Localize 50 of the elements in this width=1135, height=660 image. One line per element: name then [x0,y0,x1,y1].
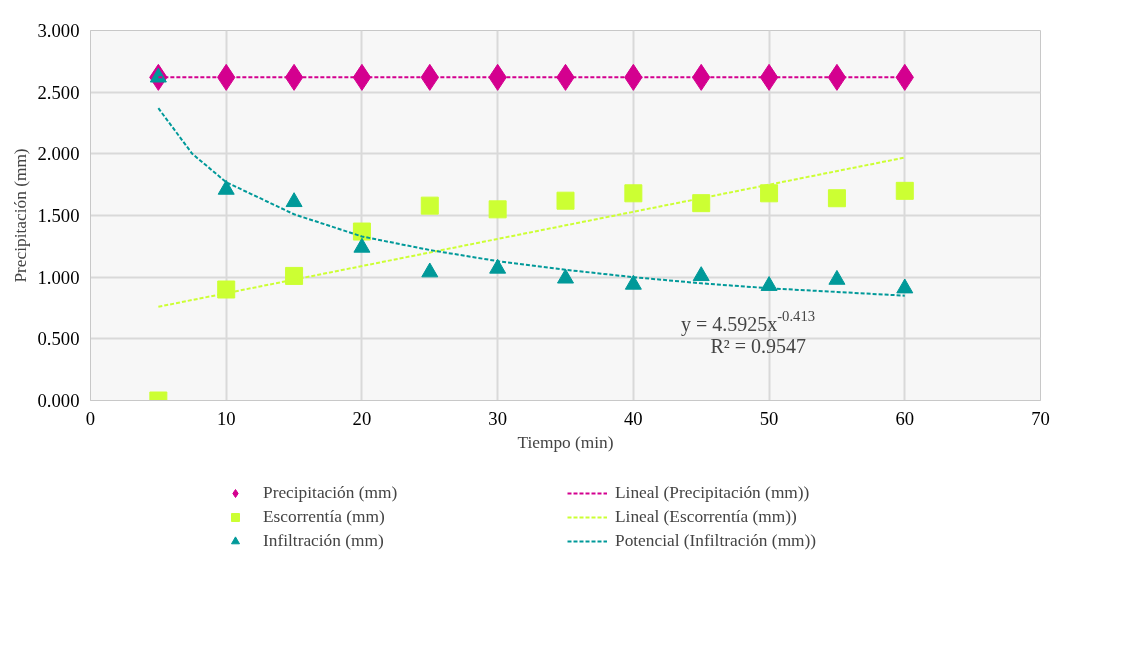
y-tick-label: 1.000 [37,266,80,288]
y-tick-label: 3.000 [37,20,80,41]
y-tick-label: 0.500 [37,328,80,350]
x-axis-title: Tiempo (min) [517,432,614,452]
point [624,184,643,203]
point [760,276,778,291]
y-tick-label: 0.000 [37,390,80,411]
x-tick-label: 10 [216,407,236,429]
x-tick-label: 70 [1031,407,1050,429]
y-tick-label: 2.000 [37,143,80,165]
point [827,63,847,91]
y-tick-label: 2.500 [37,81,80,103]
point [352,63,372,91]
y-axis-title: Precipitación (mm) [10,148,30,283]
point [284,63,304,91]
point [489,258,507,274]
legend-label: Infiltración (mm) [263,530,385,551]
x-tick-label: 60 [895,407,915,429]
x-tick-label: 40 [624,407,643,429]
point [420,196,439,215]
point [488,200,507,219]
point [217,280,236,299]
point [285,266,304,285]
point [760,184,779,203]
legend-label: Escorrentía (mm) [263,506,386,527]
point [759,63,779,91]
point [285,192,303,208]
point [896,278,914,294]
point [421,262,439,278]
legend-label: Potencial (Infiltración (mm)) [615,530,818,551]
point [692,194,711,213]
point [352,222,371,241]
point [827,189,846,208]
point [557,268,574,284]
legend-label: Lineal (Escorrentía (mm)) [615,506,798,527]
x-tick-label: 50 [759,407,779,429]
point [556,191,575,210]
point [624,274,642,290]
legend-label: Precipitación (mm) [263,482,399,503]
x-tick-label: 0 [85,407,96,429]
point [217,179,235,195]
x-tick-label: 30 [488,407,507,429]
point [353,237,371,253]
y-tick-label: 1.500 [37,205,80,226]
point [895,181,914,200]
legend-label: Lineal (Precipitación (mm)) [615,482,811,503]
x-tick-label: 20 [352,407,372,429]
point [692,266,710,282]
point [828,269,846,285]
annotation: R² = 0.9547 [710,335,807,358]
